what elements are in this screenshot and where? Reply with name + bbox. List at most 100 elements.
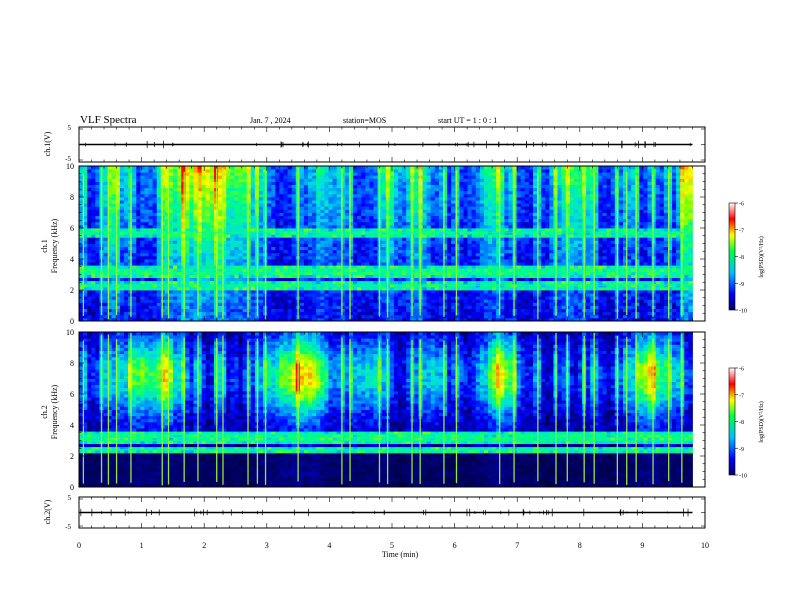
spectrogram-cell xyxy=(422,169,428,173)
spectrogram-cell xyxy=(258,274,264,278)
spectrogram-cell xyxy=(205,259,211,263)
spectrogram-cell xyxy=(230,293,235,297)
spectrogram-cell xyxy=(132,206,137,210)
spectrogram-cell xyxy=(222,293,227,297)
spectrogram-cell xyxy=(193,274,199,278)
spectrogram-cell xyxy=(308,302,313,306)
spectrogram-cell xyxy=(357,234,362,238)
spectrogram-cell xyxy=(193,240,199,244)
spectrogram-cell xyxy=(156,169,162,173)
spectrogram-cell xyxy=(271,317,276,322)
spectrogram-cell xyxy=(459,277,464,282)
spectrogram-cell xyxy=(136,277,141,282)
spectrogram-cell xyxy=(234,252,239,257)
spectrogram-cell xyxy=(111,240,117,244)
spectrogram-cell xyxy=(328,302,333,306)
spectrogram-cell xyxy=(238,175,243,179)
spectrogram-cell xyxy=(348,255,354,260)
spectrogram-cell xyxy=(287,259,293,263)
spectrogram-cell xyxy=(340,181,346,185)
spectrogram-cell xyxy=(144,240,149,244)
spectrogram-cell xyxy=(291,277,297,282)
spectrogram-cell xyxy=(209,243,215,247)
spectrogram-cell xyxy=(430,218,436,223)
spectrogram-cell xyxy=(156,290,162,294)
spectrogram-cell xyxy=(348,200,354,204)
spectrogram-cell xyxy=(222,215,227,220)
spectrogram-cell xyxy=(148,184,154,189)
spectrogram-cell xyxy=(177,308,182,313)
spectrogram-cell xyxy=(455,172,460,176)
spectrogram-cell xyxy=(193,259,199,263)
spectrogram-cell xyxy=(303,181,309,185)
spectrogram-cell xyxy=(152,293,158,297)
spectrogram-cell xyxy=(193,286,199,291)
spectrogram-cell xyxy=(340,252,346,257)
spectrogram-cell xyxy=(168,265,174,269)
spectrogram-cell xyxy=(402,184,407,189)
spectrogram-cell xyxy=(205,221,211,226)
spectrogram-cell xyxy=(308,296,313,300)
spectrogram-cell xyxy=(209,249,215,254)
spectrogram-cell xyxy=(242,193,248,198)
spectrogram-cell xyxy=(332,243,338,247)
spectrogram-cell xyxy=(320,314,325,319)
spectrogram-cell xyxy=(111,314,117,319)
spectrogram-cell xyxy=(132,265,137,269)
spectrogram-cell xyxy=(160,314,166,319)
spectrogram-cell xyxy=(442,317,448,322)
spectrogram-cell xyxy=(242,252,248,257)
spectrogram-cell xyxy=(393,311,399,316)
spectrogram-cell xyxy=(267,172,272,176)
spectrogram-cell xyxy=(353,166,358,170)
spectrogram-cell xyxy=(238,265,243,269)
spectrogram-cell xyxy=(246,311,252,316)
spectrogram-cell xyxy=(369,255,374,260)
spectrogram-cell xyxy=(447,175,452,179)
spectrogram-cell xyxy=(258,296,264,300)
spectrogram-cell xyxy=(348,280,354,285)
spectrogram-cell xyxy=(189,228,194,232)
spectrogram-cell xyxy=(336,302,342,306)
spectrogram-cell xyxy=(144,178,149,182)
spectrogram-cell xyxy=(209,255,215,260)
spectrogram-cell xyxy=(361,175,366,179)
spectrogram-cell xyxy=(246,212,252,216)
spectrogram-cell xyxy=(389,203,395,207)
spectrogram-cell xyxy=(95,218,100,223)
spectrogram-cell xyxy=(410,172,415,176)
spectrogram-cell xyxy=(226,209,231,213)
spectrogram-cell xyxy=(119,212,125,216)
spectrogram-cell xyxy=(398,317,403,322)
spectrogram-cell xyxy=(320,224,325,229)
spectrogram-cell xyxy=(406,166,411,170)
ch1-waveform-panel: 5 -5 ch.1(V) xyxy=(43,124,706,163)
spectrogram-cell xyxy=(447,311,452,316)
spectrogram-cell xyxy=(95,290,100,294)
spectrogram-cell xyxy=(226,193,231,198)
spectrogram-cell xyxy=(430,203,436,207)
spectrogram-cell xyxy=(119,317,125,322)
spectrogram-cell xyxy=(152,274,158,278)
spectrogram-cell xyxy=(148,187,154,192)
spectrogram-cell xyxy=(177,184,182,189)
spectrogram-cell xyxy=(402,249,407,254)
spectrogram-cell xyxy=(103,311,109,316)
spectrogram-cell xyxy=(447,274,452,278)
spectrogram-cell xyxy=(271,314,276,319)
spectrogram-cell xyxy=(144,212,149,216)
spectrogram-cell xyxy=(164,252,170,257)
spectrogram-cell xyxy=(348,178,354,182)
spectrogram-cell xyxy=(455,293,460,297)
spectrogram-cell xyxy=(152,200,158,204)
spectrogram-cell xyxy=(193,246,199,251)
spectrogram-cell xyxy=(226,314,231,319)
spectrogram-cell xyxy=(189,308,194,313)
spectrogram-cell xyxy=(107,255,113,260)
spectrogram-cell xyxy=(144,262,149,266)
spectrogram-cell xyxy=(348,218,354,223)
spectrogram-cell xyxy=(79,243,84,247)
spectrogram-cell xyxy=(357,252,362,257)
spectrogram-cell xyxy=(463,209,468,213)
spectrogram-cell xyxy=(119,193,125,198)
